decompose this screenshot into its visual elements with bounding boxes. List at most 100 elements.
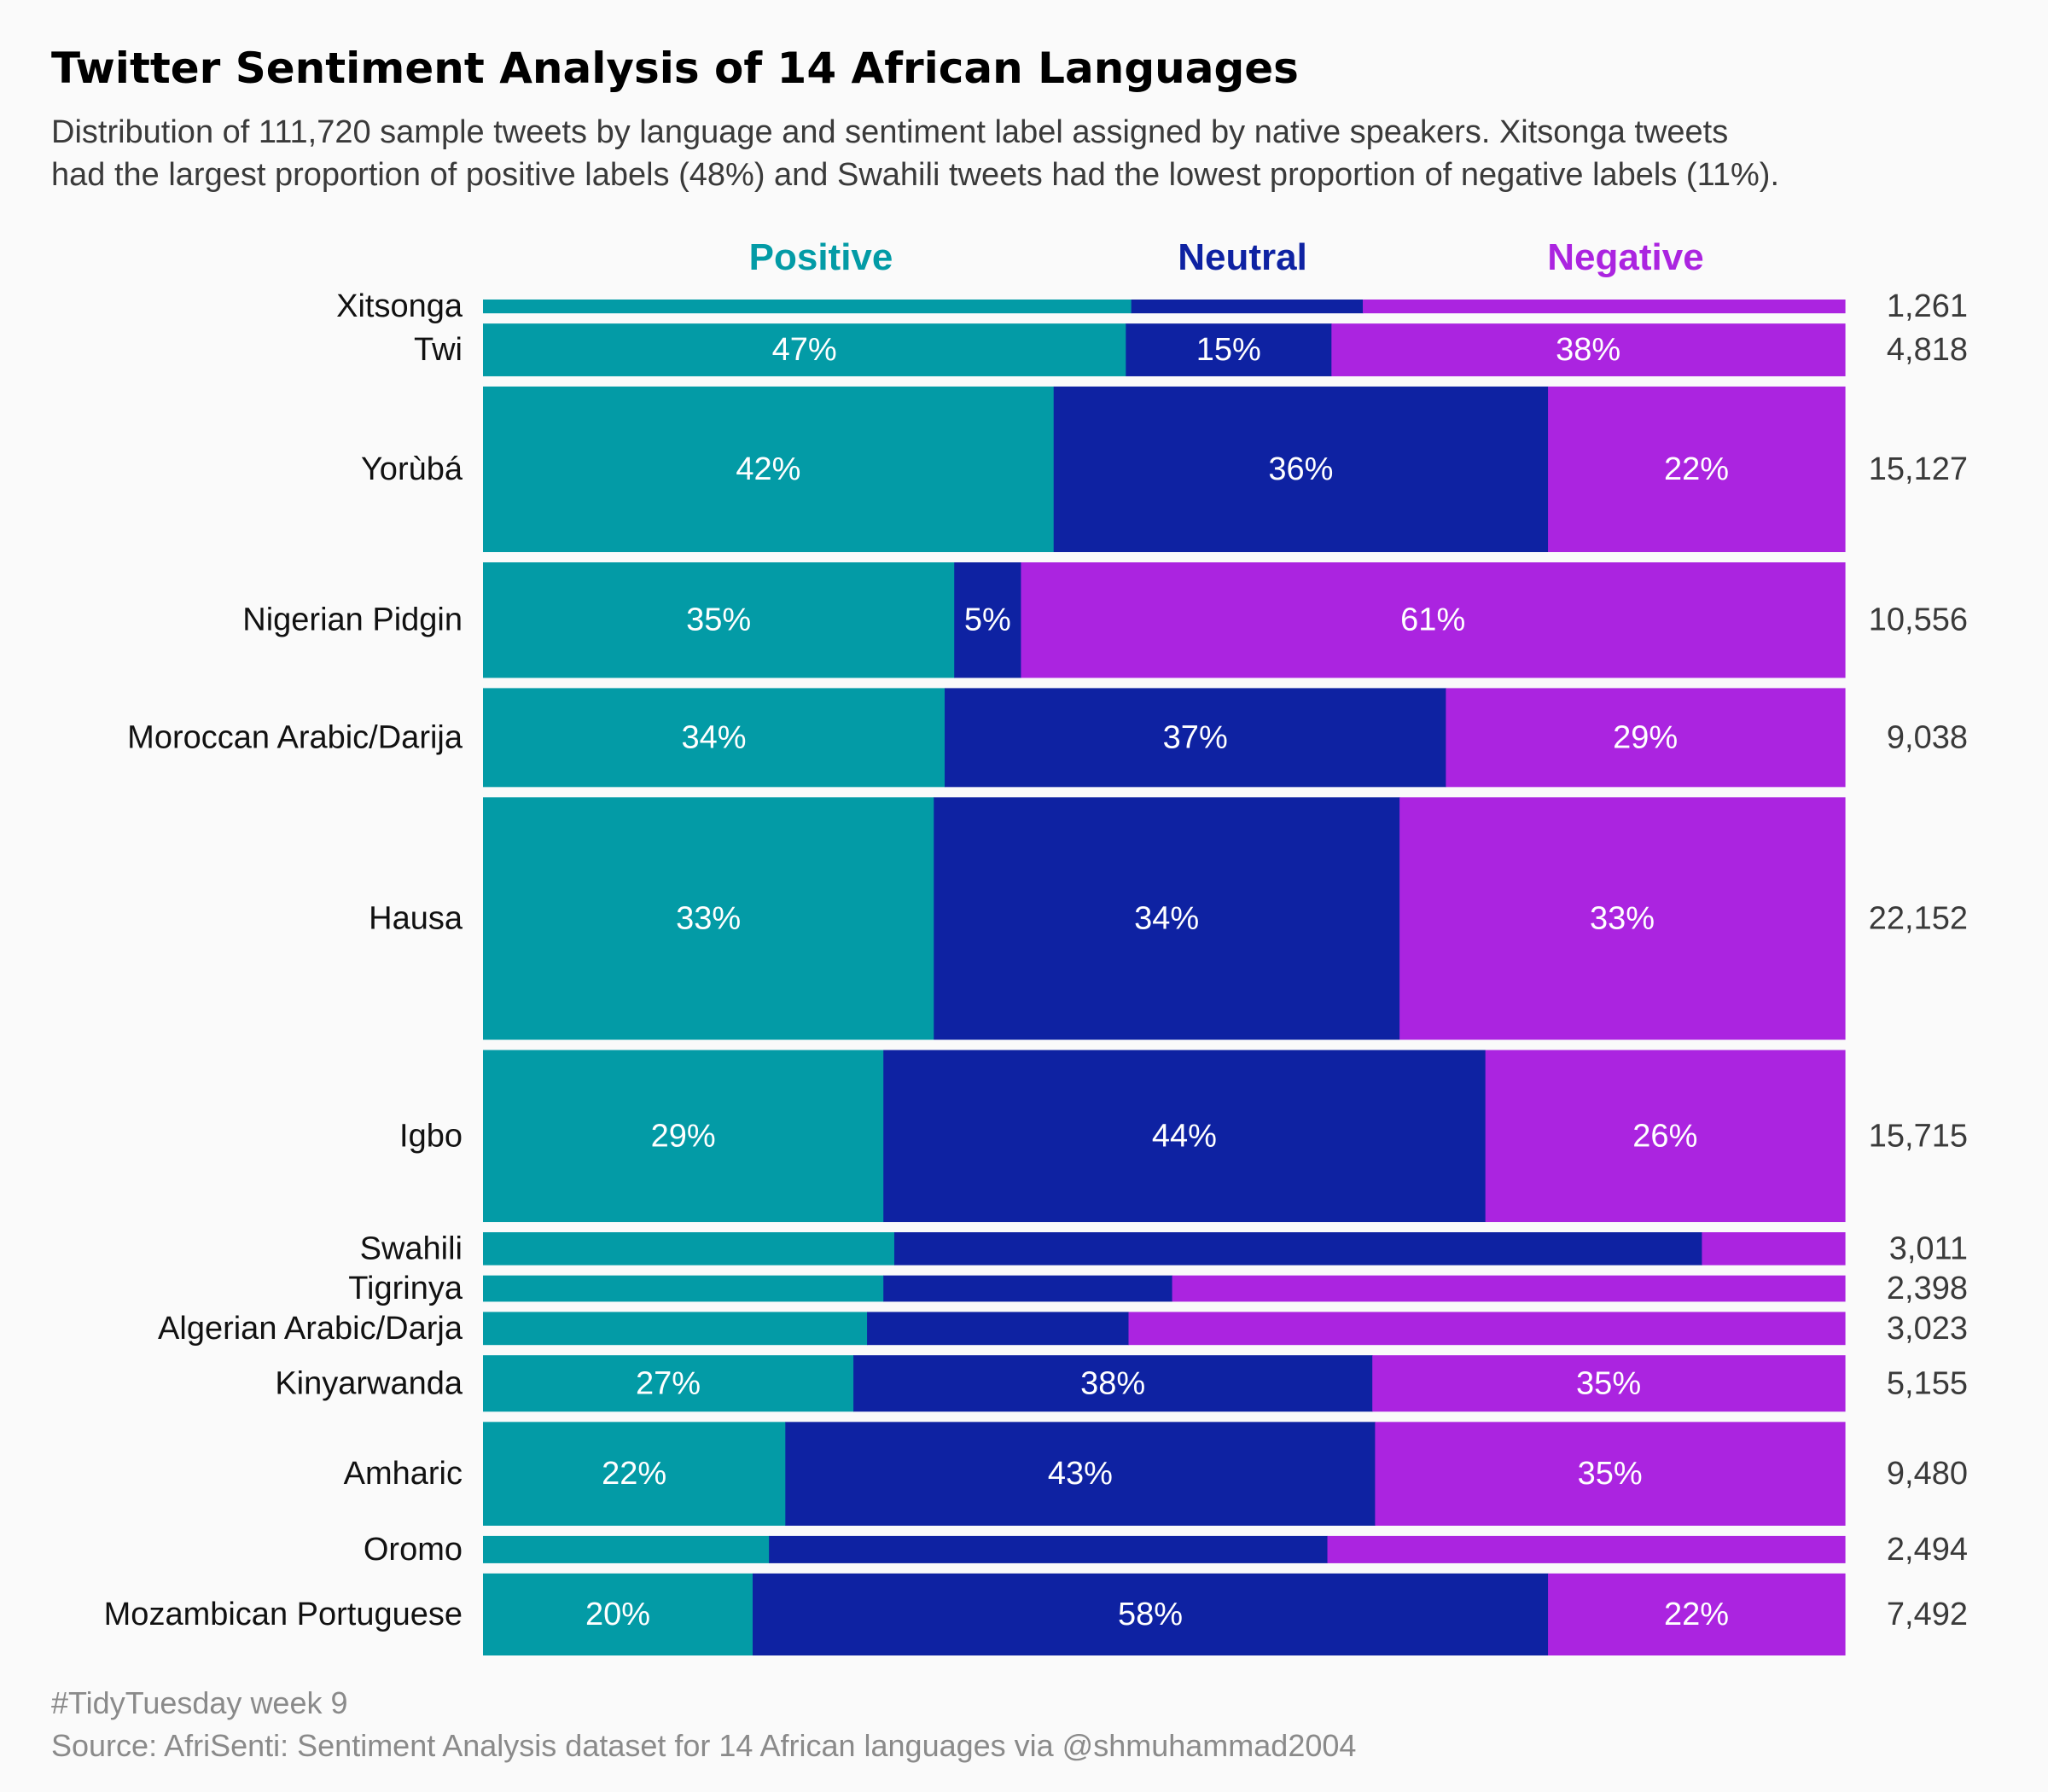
value-label-positive: 34% xyxy=(681,719,746,755)
bar-segment-positive xyxy=(483,797,934,1040)
legend-neutral: Neutral xyxy=(1178,236,1307,278)
bar-row-hausa: 33% 34% 33% Hausa 22,152 xyxy=(369,797,1968,1040)
value-label-neutral: 34% xyxy=(1134,900,1199,936)
bar-segment-negative xyxy=(1021,562,1846,678)
bar-segment-neutral xyxy=(867,1312,1130,1346)
value-label-positive: 27% xyxy=(636,1365,701,1401)
bar-row-xitsonga: Xitsonga 1,261 xyxy=(336,288,1968,324)
bar-segment-positive xyxy=(483,1312,868,1346)
chart-subtitle-line-1: Distribution of 111,720 sample tweets by… xyxy=(51,114,1728,150)
bar-segment-neutral xyxy=(753,1573,1549,1655)
count-label: 2,494 xyxy=(1887,1532,1968,1568)
bar-segment-neutral xyxy=(883,1275,1173,1302)
bar-row-algerian-arabic-darja: Algerian Arabic/Darja 3,023 xyxy=(158,1311,1968,1347)
language-label: Mozambican Portuguese xyxy=(104,1597,463,1632)
language-label: Hausa xyxy=(369,900,463,936)
language-label: Oromo xyxy=(364,1532,463,1568)
bar-segment-positive xyxy=(483,1050,884,1223)
bar-row-igbo: 29% 44% 26% Igbo 15,715 xyxy=(399,1050,1968,1223)
bar-segment-negative xyxy=(1172,1275,1846,1302)
bar-segment-positive xyxy=(483,1422,786,1526)
value-label-neutral: 15% xyxy=(1196,332,1261,368)
language-label: Swahili xyxy=(360,1231,463,1266)
count-label: 9,038 xyxy=(1887,719,1968,755)
bar-row-amharic: 22% 43% 35% Amharic 9,480 xyxy=(344,1422,1968,1526)
count-label: 5,155 xyxy=(1887,1365,1968,1401)
language-label: Tigrinya xyxy=(348,1271,463,1306)
value-label-negative: 38% xyxy=(1556,332,1620,368)
bar-row-tigrinya: Tigrinya 2,398 xyxy=(348,1271,1968,1306)
count-label: 4,818 xyxy=(1887,332,1968,368)
language-label: Kinyarwanda xyxy=(275,1365,463,1401)
bar-segment-neutral xyxy=(769,1535,1329,1563)
count-label: 2,398 xyxy=(1887,1271,1968,1306)
value-label-neutral: 44% xyxy=(1152,1118,1217,1154)
bar-row-swahili: Swahili 3,011 xyxy=(360,1231,1968,1266)
count-label: 3,011 xyxy=(1889,1231,1968,1266)
value-label-negative: 61% xyxy=(1400,602,1465,638)
value-label-neutral: 38% xyxy=(1080,1365,1145,1401)
value-label-negative: 26% xyxy=(1632,1118,1697,1154)
bar-segment-neutral xyxy=(1126,323,1332,376)
bar-segment-positive xyxy=(483,300,1132,314)
value-label-neutral: 37% xyxy=(1163,719,1228,755)
value-label-positive: 35% xyxy=(686,602,751,638)
value-label-negative: 35% xyxy=(1578,1456,1643,1492)
value-label-positive: 33% xyxy=(676,900,741,936)
count-label: 22,152 xyxy=(1869,900,1968,936)
value-label-positive: 47% xyxy=(772,332,837,368)
bar-segment-negative xyxy=(1372,1355,1846,1412)
value-label-positive: 42% xyxy=(736,451,800,487)
count-label: 7,492 xyxy=(1887,1597,1968,1632)
bar-segment-negative xyxy=(1446,688,1846,788)
bars-layer: Xitsonga 1,261 47% 15% 38% Twi 4,818 42% 36% 22% Y… xyxy=(104,288,1968,1655)
bar-row-twi: 47% 15% 38% Twi 4,818 xyxy=(414,323,1968,376)
language-label: Nigerian Pidgin xyxy=(242,602,463,638)
count-label: 15,127 xyxy=(1869,451,1968,487)
bar-segment-positive xyxy=(483,1355,854,1412)
count-label: 15,715 xyxy=(1869,1118,1968,1154)
language-label: Xitsonga xyxy=(336,288,463,324)
count-label: 9,480 xyxy=(1887,1456,1968,1492)
value-label-neutral: 36% xyxy=(1268,451,1333,487)
count-label: 1,261 xyxy=(1887,288,1968,324)
language-label: Igbo xyxy=(399,1118,463,1154)
value-label-negative: 22% xyxy=(1664,451,1729,487)
count-label: 3,023 xyxy=(1887,1311,1968,1347)
language-label: Algerian Arabic/Darja xyxy=(158,1311,463,1347)
bar-segment-negative xyxy=(1485,1050,1846,1223)
count-label: 10,556 xyxy=(1869,602,1968,638)
language-label: Moroccan Arabic/Darija xyxy=(127,719,463,755)
value-label-neutral: 43% xyxy=(1048,1456,1113,1492)
value-label-positive: 20% xyxy=(585,1597,650,1632)
value-label-negative: 33% xyxy=(1590,900,1655,936)
language-label: Yorùbá xyxy=(361,451,463,487)
bar-row-yor-b-: 42% 36% 22% Yorùbá 15,127 xyxy=(361,386,1968,552)
chart-title: Twitter Sentiment Analysis of 14 African… xyxy=(51,44,1299,93)
bar-segment-positive xyxy=(483,1275,884,1302)
bar-segment-negative xyxy=(1548,386,1846,552)
bar-row-kinyarwanda: 27% 38% 35% Kinyarwanda 5,155 xyxy=(275,1355,1968,1412)
bar-segment-positive xyxy=(483,1573,753,1655)
bar-segment-positive xyxy=(483,1535,770,1563)
bar-segment-negative xyxy=(1702,1232,1846,1265)
legend-positive: Positive xyxy=(749,236,893,278)
bar-row-mozambican-portuguese: 20% 58% 22% Mozambican Portuguese 7,492 xyxy=(104,1573,1968,1655)
caption-hashtag: #TidyTuesday week 9 xyxy=(51,1685,348,1720)
bar-segment-neutral xyxy=(785,1422,1376,1526)
bar-row-oromo: Oromo 2,494 xyxy=(364,1532,1968,1568)
bar-segment-positive xyxy=(483,323,1126,376)
bar-segment-negative xyxy=(1375,1422,1846,1526)
bar-row-nigerian-pidgin: 35% 5% 61% Nigerian Pidgin 10,556 xyxy=(242,562,1968,678)
bar-segment-neutral xyxy=(934,797,1400,1040)
bar-segment-neutral xyxy=(945,688,1446,788)
value-label-positive: 22% xyxy=(602,1456,666,1492)
bar-segment-neutral xyxy=(954,562,1022,678)
value-label-positive: 29% xyxy=(651,1118,716,1154)
value-label-negative: 35% xyxy=(1576,1365,1641,1401)
bar-segment-positive xyxy=(483,688,945,788)
bar-segment-neutral xyxy=(1053,386,1549,552)
bar-segment-negative xyxy=(1128,1312,1846,1346)
bar-segment-neutral xyxy=(883,1050,1487,1223)
